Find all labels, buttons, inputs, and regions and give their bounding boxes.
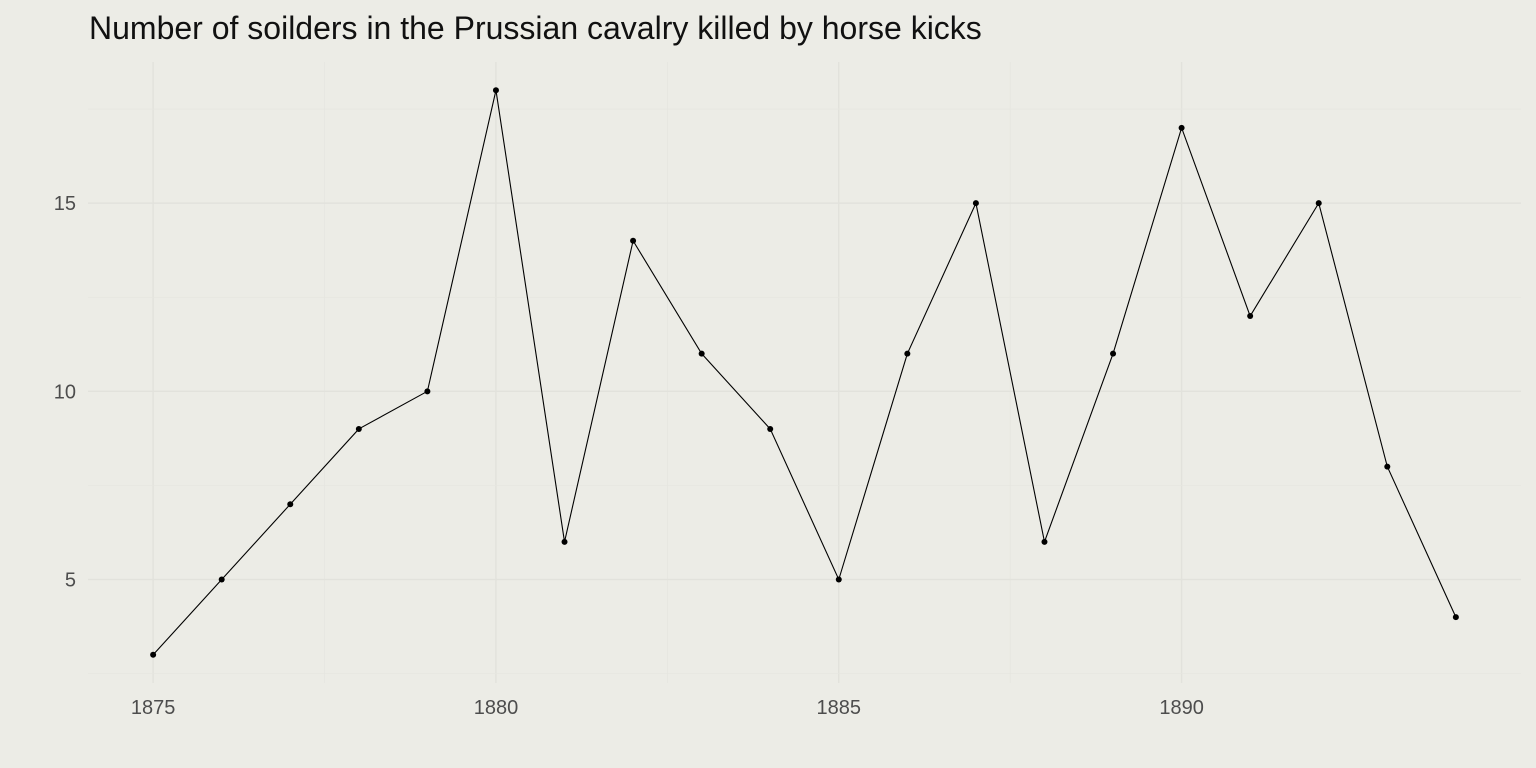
data-point [904, 350, 911, 357]
data-point [561, 538, 568, 545]
y-axis-ticks: 5 10 15 [54, 193, 76, 591]
data-point [630, 237, 637, 244]
chart-title: Number of soilders in the Prussian caval… [89, 10, 982, 46]
x-tick-label: 1890 [1159, 697, 1204, 719]
data-point [698, 350, 705, 357]
x-tick-label: 1880 [474, 697, 519, 719]
series [150, 87, 1459, 658]
y-tick-label: 5 [65, 570, 76, 592]
data-point [1110, 350, 1117, 357]
data-point [1041, 538, 1048, 545]
data-point [218, 576, 225, 583]
data-point [767, 425, 774, 432]
data-point [287, 501, 294, 508]
data-point [1247, 313, 1254, 320]
data-point [1178, 124, 1185, 131]
data-point [972, 200, 979, 207]
data-point [1384, 463, 1391, 470]
data-point [355, 425, 362, 432]
x-axis-ticks: 1875 1880 1885 1890 [131, 697, 1204, 719]
data-point [1452, 614, 1459, 621]
data-point [1315, 200, 1322, 207]
data-point [835, 576, 842, 583]
data-point [492, 87, 499, 94]
y-tick-label: 10 [54, 381, 76, 403]
data-point [424, 388, 431, 395]
data-point [150, 651, 157, 658]
series-line [152, 90, 1457, 656]
gridlines [88, 62, 1521, 683]
x-tick-label: 1875 [131, 697, 176, 719]
x-tick-label: 1885 [817, 697, 862, 719]
y-tick-label: 15 [54, 193, 76, 215]
